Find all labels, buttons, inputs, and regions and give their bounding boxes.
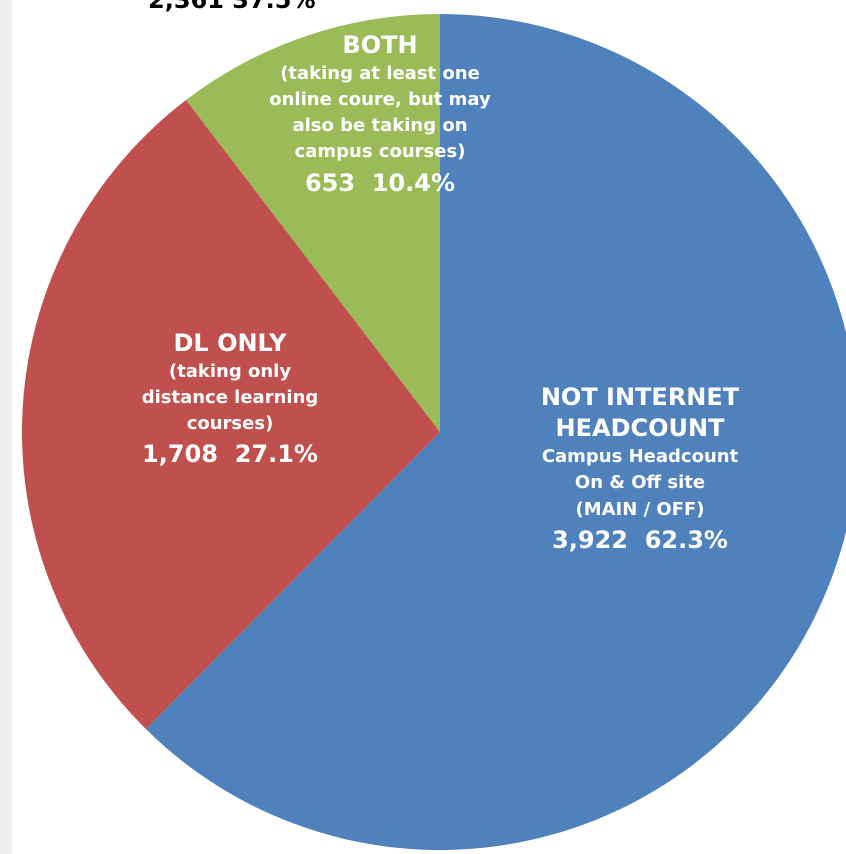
slice-percent-label-not-internet: 62.3% [644,525,728,554]
slice-title-not-internet-line-1: NOT INTERNET [540,383,740,411]
pie-slice-both [186,14,440,432]
slice-title-dl-only-line-1: DL ONLY [173,329,287,357]
left-edge-strip [0,0,12,854]
cropped-header-text: 2,361 37.5% [148,0,316,14]
slice-value-dl-only: 1,708 27.1% [85,437,375,472]
slice-desc-dl-only-line-2: distance learning [141,387,319,409]
slice-value-not-internet: 3,922 62.3% [470,523,810,558]
slice-value-label-not-internet: 3,922 [552,525,628,554]
slice-title-not-internet-line-2: HEADCOUNT [555,414,725,443]
slice-label-not-internet: NOT INTERNET HEADCOUNT Campus Headcount … [470,382,810,557]
slice-desc-both-line-3: also be taking on [292,115,468,137]
slice-value-label-both: 653 [304,168,356,197]
pie-slice-not-internet [145,14,846,850]
slice-desc-both-line-4: campus courses) [294,141,466,163]
slice-percent-label-dl-only: 27.1% [234,440,318,469]
slice-title-both-line-1: BOTH [342,31,418,59]
slice-value-label-dl-only: 1,708 [142,440,218,469]
slice-desc-not-internet-line-3: (MAIN / OFF) [575,498,705,520]
slice-desc-both-line-1: (taking at least one [280,63,480,85]
slice-desc-dl-only-line-3: courses) [186,413,274,435]
slice-desc-not-internet-line-1: Campus Headcount [541,446,739,468]
slice-label-dl-only: DL ONLY (taking only distance learning c… [85,328,375,472]
slice-desc-both-line-2: online coure, but may [269,89,491,111]
slice-value-both: 653 10.4% [230,166,530,201]
slice-desc-dl-only-line-1: (taking only [168,361,292,383]
slice-percent-label-both: 10.4% [371,168,456,197]
pie-slice-dl-only [22,100,441,730]
slice-label-both: BOTH (taking at least one online coure, … [230,30,530,200]
slice-desc-not-internet-line-2: On & Off site [574,472,706,494]
